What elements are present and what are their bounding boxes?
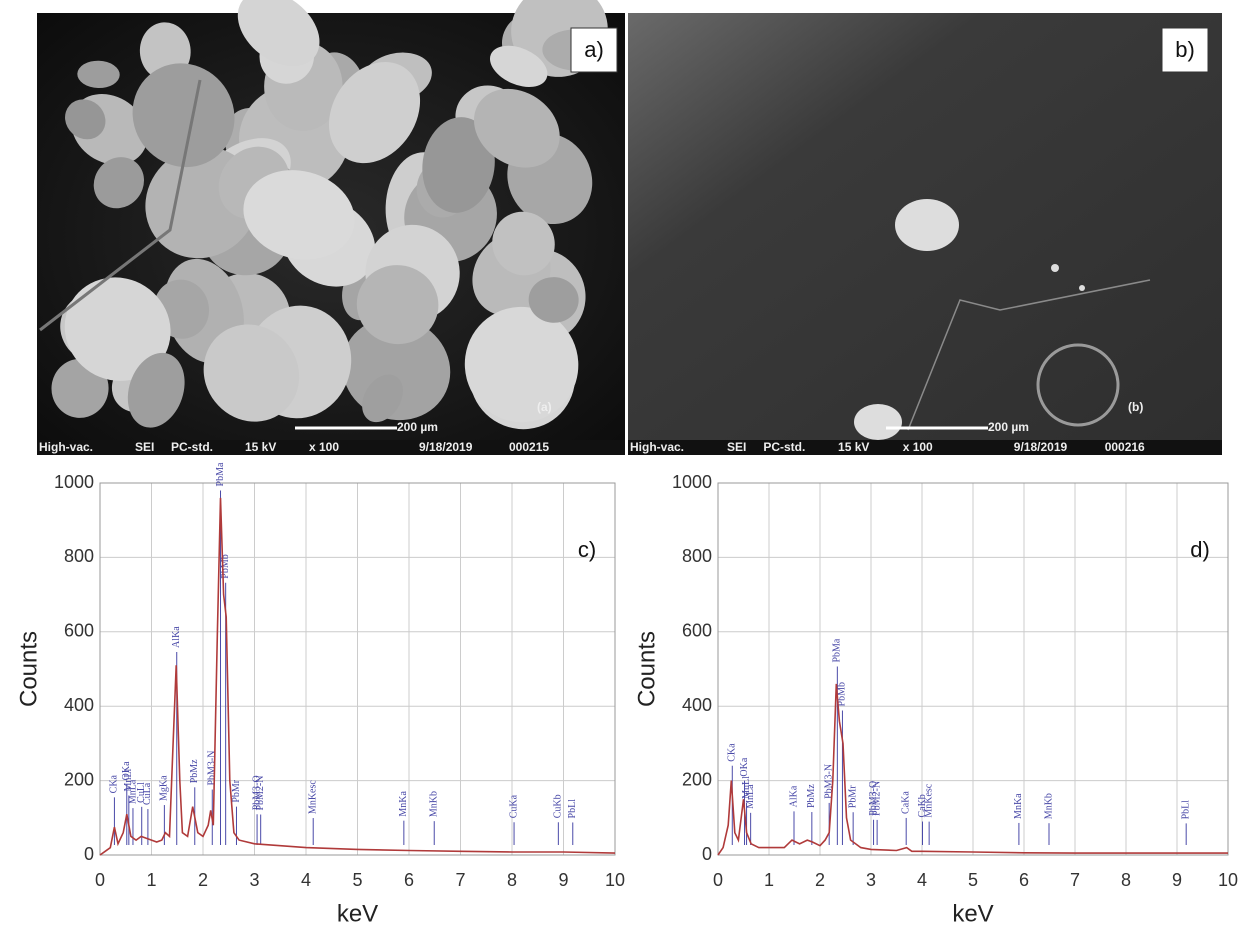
figure: a) (a) 200 µm High-vac. SEI PC-std. 15 kV x 100… (0, 0, 1250, 927)
x-tick-label: 4 (301, 870, 311, 890)
x-tick-label: 8 (507, 870, 517, 890)
x-tick-label: 4 (917, 870, 927, 890)
y-tick-label: 0 (702, 844, 712, 864)
inset-label: (a) (537, 400, 552, 414)
peak-label: OKa (739, 757, 750, 776)
x-tick-label: 6 (404, 870, 414, 890)
x-tick-label: 9 (558, 870, 568, 890)
peak-label: PbMb (220, 554, 231, 578)
x-tick-label: 10 (1218, 870, 1238, 890)
y-tick-label: 600 (64, 621, 94, 641)
particle (895, 199, 959, 251)
x-tick-label: 6 (1019, 870, 1029, 890)
x-tick-label: 3 (866, 870, 876, 890)
peak-label: PbMa (215, 462, 226, 486)
peak-label: MnKa (398, 791, 409, 817)
peak-label: PbLl (1180, 800, 1191, 820)
peak-label: PbMr (847, 785, 858, 808)
peak-label: PbMa (832, 638, 843, 662)
info-text: 15 kV (245, 440, 276, 454)
panel-label: d) (1190, 537, 1210, 562)
peak-label: PbMr (231, 779, 242, 802)
peak-label: CuKb (553, 794, 564, 818)
info-text: x 100 (903, 440, 933, 454)
y-tick-label: 200 (682, 769, 712, 789)
y-tick-label: 1000 (54, 472, 94, 492)
y-tick-label: 0 (84, 844, 94, 864)
peak-label: PbLl (567, 799, 578, 819)
peak-label: PbMz (189, 759, 200, 783)
y-tick-label: 400 (64, 695, 94, 715)
scale-label: 200 µm (397, 420, 438, 434)
y-axis-title: Counts (15, 631, 42, 707)
peak-label: AlKa (171, 626, 182, 648)
x-tick-label: 3 (249, 870, 259, 890)
peak-label: PbM2-N (255, 776, 266, 811)
x-tick-label: 0 (95, 870, 105, 890)
y-tick-label: 600 (682, 621, 712, 641)
info-text: 000215 (509, 440, 549, 454)
y-tick-label: 1000 (672, 472, 712, 492)
peak-label: MnKesc (923, 783, 934, 817)
x-tick-label: 5 (968, 870, 978, 890)
peak-label: CaKa (900, 791, 911, 814)
x-tick-label: 9 (1172, 870, 1182, 890)
peak-label: CuKa (508, 794, 519, 818)
particle (1079, 285, 1085, 291)
info-text: PC-std. (171, 440, 213, 454)
x-tick-label: 7 (1070, 870, 1080, 890)
info-text: PC-std. (763, 440, 805, 454)
peak-label: CKa (727, 743, 738, 762)
particle (1051, 264, 1059, 272)
peak-label: PbM2-N (871, 781, 882, 816)
info-text: High-vac. (630, 440, 684, 454)
x-tick-label: 0 (713, 870, 723, 890)
x-axis-title: keV (337, 900, 378, 927)
peak-label: AlKa (788, 785, 799, 807)
peak-label: PbMz (806, 784, 817, 808)
panel-label: a) (584, 37, 604, 62)
peak-label: PbM3-N (207, 751, 218, 786)
y-axis-title: Counts (633, 631, 660, 707)
x-tick-label: 1 (146, 870, 156, 890)
info-text: 15 kV (838, 440, 869, 454)
y-tick-label: 200 (64, 769, 94, 789)
panel-label: c) (578, 537, 596, 562)
x-tick-label: 5 (352, 870, 362, 890)
info-text: x 100 (309, 440, 339, 454)
x-tick-label: 1 (764, 870, 774, 890)
panel-label: b) (1175, 37, 1195, 62)
y-tick-label: 400 (682, 695, 712, 715)
particle (854, 404, 902, 440)
info-text: SEI (135, 440, 154, 454)
x-tick-label: 8 (1121, 870, 1131, 890)
info-text: 000216 (1105, 440, 1145, 454)
x-tick-label: 2 (198, 870, 208, 890)
x-axis-title: keV (952, 900, 993, 927)
x-tick-label: 7 (455, 870, 465, 890)
peak-label: MnKesc (308, 780, 319, 814)
info-text: 9/18/2019 (1014, 440, 1068, 454)
inset-label: (b) (1128, 400, 1143, 414)
peak-label: CuLa (142, 782, 153, 805)
peak-label: CKa (109, 774, 120, 793)
peak-label: MnKa (1013, 793, 1024, 819)
peak-label: MnKb (1043, 793, 1054, 819)
x-tick-label: 2 (815, 870, 825, 890)
y-tick-label: 800 (682, 546, 712, 566)
peak-label: MgKa (159, 775, 170, 801)
info-text: 9/18/2019 (419, 440, 473, 454)
x-tick-label: 10 (605, 870, 625, 890)
peak-label: MnKb (429, 791, 440, 817)
peak-label: MnLa (745, 784, 756, 809)
info-text: High-vac. (39, 440, 93, 454)
info-text: SEI (727, 440, 746, 454)
y-tick-label: 800 (64, 546, 94, 566)
scale-label: 200 µm (988, 420, 1029, 434)
